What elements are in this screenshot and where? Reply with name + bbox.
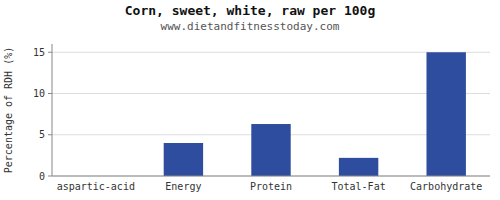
bars [164, 52, 466, 176]
grid-line [52, 93, 490, 94]
y-tick [48, 52, 52, 53]
y-tick-label: 0 [39, 171, 45, 182]
bar [426, 52, 465, 176]
x-tick-label: Total-Fat [332, 181, 386, 192]
y-tick [48, 93, 52, 94]
chart-container: Corn, sweet, white, raw per 100g www.diet… [0, 0, 500, 200]
x-tick-label: Energy [165, 181, 201, 192]
bar [251, 124, 290, 176]
grid-line [52, 176, 490, 177]
x-tick-label: aspartic-acid [57, 181, 135, 192]
bar [339, 158, 378, 176]
chart: Corn, sweet, white, raw per 100g www.diet… [0, 0, 500, 200]
bar [164, 143, 203, 176]
grid [52, 52, 490, 176]
subtitle: www.dietandfitnesstoday.com [161, 20, 340, 33]
x-axis-line [52, 176, 490, 177]
grid-line [52, 52, 490, 53]
y-axis-line [52, 44, 53, 176]
y-tick-label: 15 [33, 47, 45, 58]
x-tick-label: Carbohydrate [410, 181, 482, 192]
title: Corn, sweet, white, raw per 100g [125, 3, 375, 18]
y-axis-label: Percentage of RDH (%) [3, 47, 14, 173]
y-tick [48, 134, 52, 135]
y-tick-label: 10 [33, 88, 45, 99]
y-tick-label: 5 [39, 129, 45, 140]
y-tick [48, 176, 52, 177]
x-tick-label: Protein [250, 181, 292, 192]
